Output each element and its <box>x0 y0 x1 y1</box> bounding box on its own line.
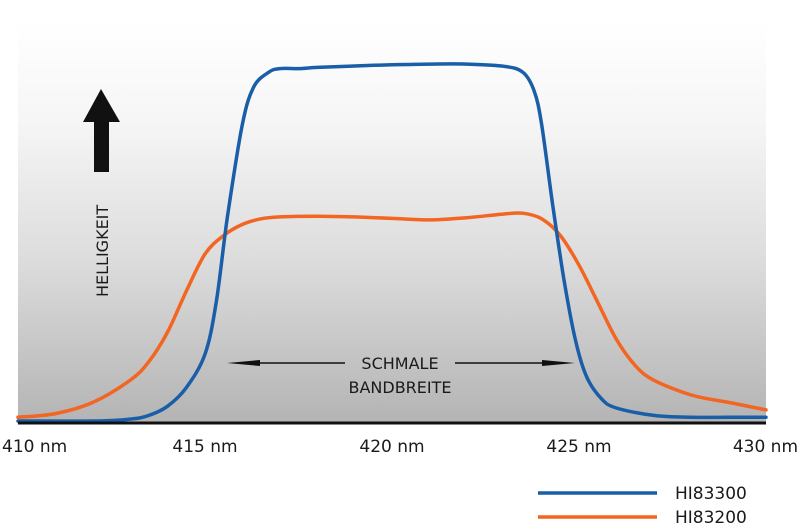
curve-hi83200 <box>16 211 768 420</box>
curve-hi83300 <box>16 62 768 423</box>
x-tick-label: 425 nm <box>546 437 611 457</box>
legend: HI83300 HI83200 <box>538 484 747 528</box>
annotation-line1: SCHMALE <box>361 354 438 373</box>
legend-label-hi83300: HI83300 <box>675 484 747 504</box>
curves <box>16 62 768 423</box>
arrow-left-icon <box>227 360 260 366</box>
x-tick-label: 410 nm <box>2 437 67 457</box>
x-tick-label: 420 nm <box>359 437 424 457</box>
brightness-arrow-icon <box>83 89 120 172</box>
arrow-right-icon <box>542 360 575 366</box>
x-tick-label: 430 nm <box>733 437 798 457</box>
bandwidth-annotation: SCHMALE BANDBREITE <box>227 354 575 397</box>
annotation-line2: BANDBREITE <box>348 378 451 397</box>
x-tick-labels: 410 nm 415 nm 420 nm 425 nm 430 nm <box>2 437 798 457</box>
x-tick-label: 415 nm <box>172 437 237 457</box>
legend-label-hi83200: HI83200 <box>675 508 747 528</box>
y-axis-label: HELLIGKEIT <box>93 205 112 297</box>
